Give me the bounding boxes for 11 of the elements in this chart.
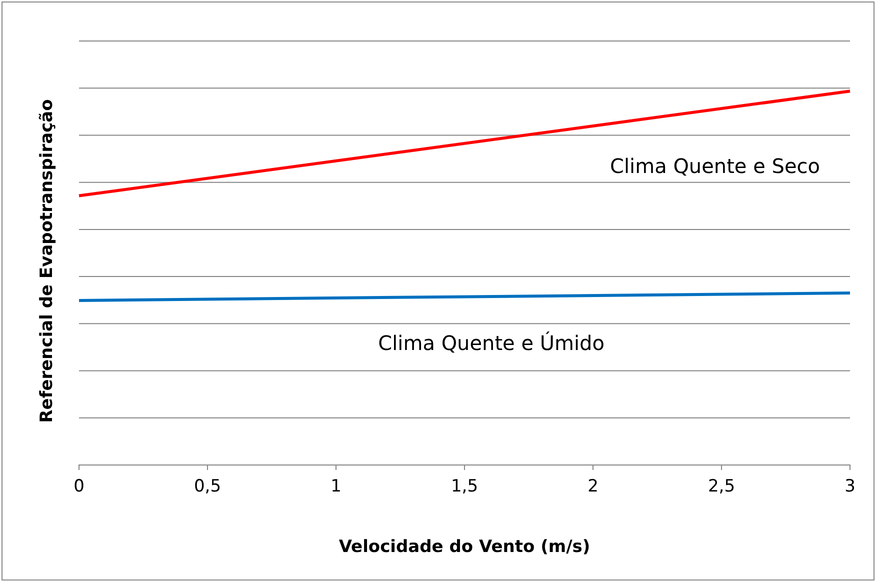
series-label: Clima Quente e Seco [610,154,820,178]
x-tick-label: 3 [844,476,856,497]
x-tick-label: 2 [588,476,598,497]
y-axis-title: Referencial de Evapotranspiração [37,99,57,423]
x-axis-title: Velocidade do Vento (m/s) [338,537,590,557]
x-tick-label: 0,5 [194,476,222,497]
series-label: Clima Quente e Úmido [378,331,604,356]
x-tick-label: 1,5 [450,476,478,497]
x-tick-label: 0 [74,476,84,497]
x-tick-label: 2,5 [708,476,736,497]
x-tick-label: 1 [330,476,342,497]
